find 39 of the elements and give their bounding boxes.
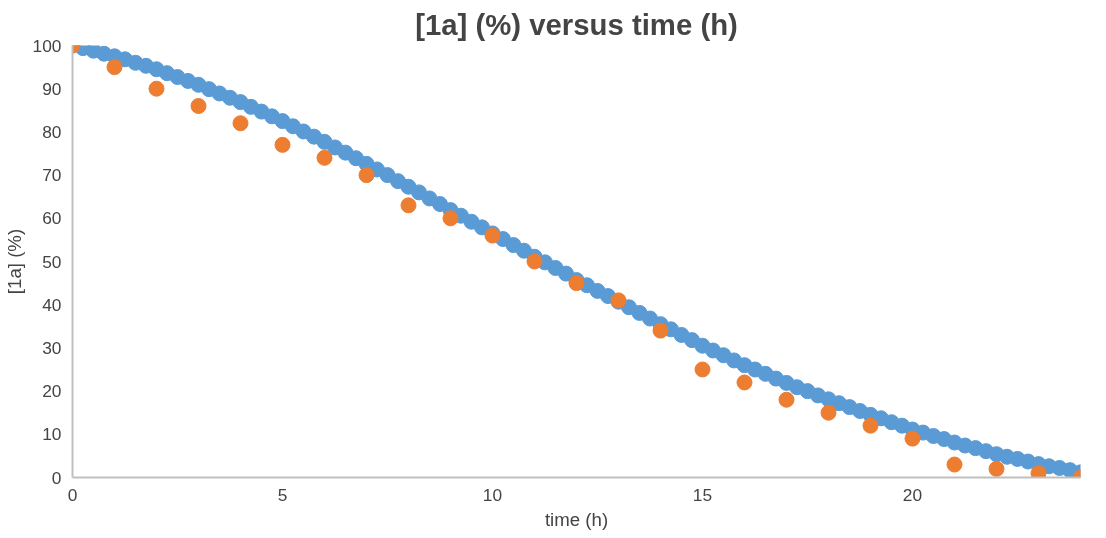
point: [232, 115, 249, 132]
x-tick-label: 5: [277, 484, 288, 505]
x-axis-title: time (h): [544, 508, 609, 530]
point: [358, 167, 375, 184]
point: [316, 149, 333, 166]
y-tick-label: 30: [42, 337, 62, 358]
y-tick-label: 50: [42, 251, 62, 272]
y-tick-label: 10: [42, 424, 62, 445]
chart-title: [1a] (%) versus time (h): [415, 7, 738, 41]
y-tick-label: 90: [42, 78, 62, 99]
y-tick-label: 40: [42, 294, 62, 315]
x-tick-label: 10: [482, 484, 503, 505]
point: [400, 197, 417, 214]
y-tick-label: 20: [42, 381, 62, 402]
point: [190, 97, 207, 114]
point: [694, 361, 711, 378]
y-tick-label: 100: [32, 35, 62, 56]
point: [946, 456, 963, 473]
point: [148, 80, 165, 97]
x-tick-label: 15: [692, 484, 713, 505]
point: [106, 59, 123, 76]
point: [1030, 465, 1047, 478]
point: [778, 391, 795, 408]
y-axis-title: [1a] (%): [3, 228, 25, 295]
y-tick-label: 70: [42, 165, 62, 186]
y-tick-label: 60: [42, 208, 62, 229]
point: [736, 374, 753, 391]
point: [274, 136, 291, 153]
point: [904, 430, 921, 447]
point: [988, 460, 1005, 477]
x-tick-label: 20: [902, 484, 923, 505]
point: [526, 253, 543, 270]
x-tick-label: 0: [67, 484, 78, 505]
point: [820, 404, 837, 421]
y-tick-label: 0: [51, 467, 62, 488]
point: [862, 417, 879, 434]
y-tick-label: 80: [42, 121, 62, 142]
point: [442, 210, 459, 227]
point: [652, 322, 669, 339]
